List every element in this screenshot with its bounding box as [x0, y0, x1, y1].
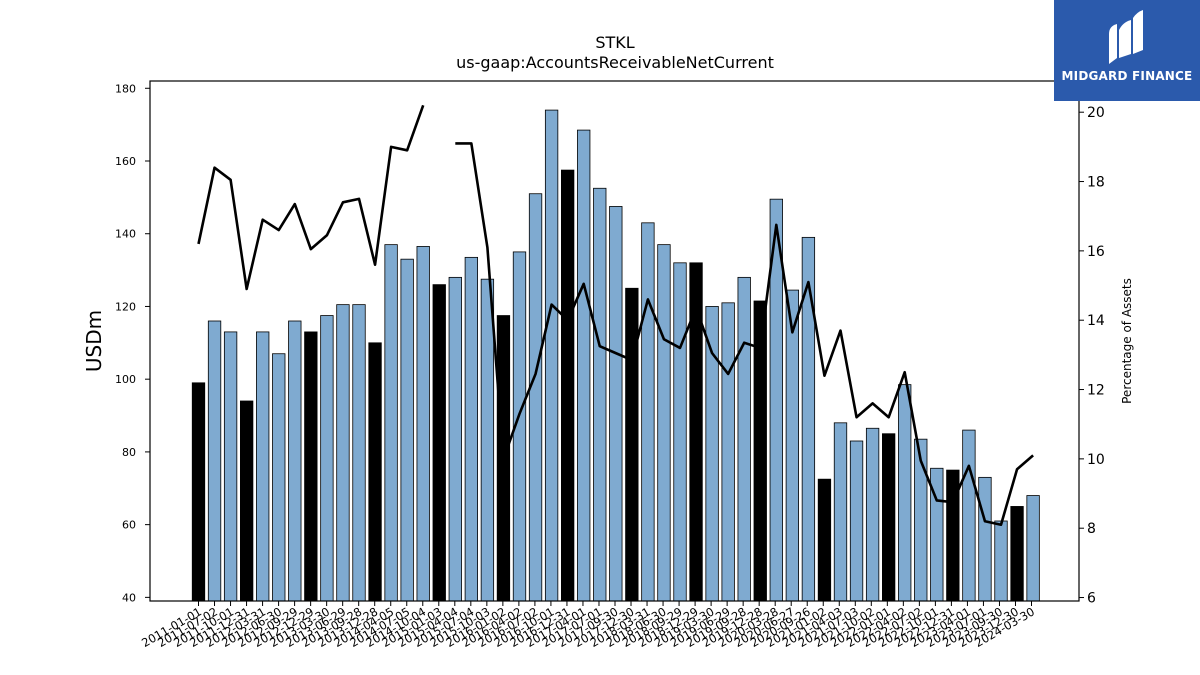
bar-2016-10-01 [561, 169, 575, 602]
chart-subtitle: us-gaap:AccountsReceivableNetCurrent [456, 53, 774, 72]
bar-2016-04-02 [528, 193, 543, 602]
bars-group [191, 109, 1040, 602]
bar-2017-12-30 [641, 222, 655, 602]
y-tick-label: 80 [122, 446, 136, 459]
bar-2012-03-31 [272, 353, 286, 602]
y2-tick-label: 18 [1087, 175, 1105, 191]
bar-2013-12-28 [384, 244, 398, 602]
bar-2016-12-31 [577, 129, 591, 602]
bar-2015-04-04 [464, 256, 479, 602]
y-tick-label: 40 [122, 591, 136, 604]
bar-2023-09-30 [1010, 506, 1024, 602]
bar-2016-07-02 [544, 109, 559, 602]
y2-tick-label: 20 [1087, 105, 1105, 121]
y2-axis-label: Percentage of Assets [1120, 278, 1134, 404]
bar-2015-01-03 [448, 276, 462, 602]
bar-2021-10-02 [882, 433, 896, 602]
bar-2011-04-02 [207, 320, 222, 602]
y-tick-label: 60 [122, 519, 136, 532]
bar-2023-12-30 [1026, 495, 1040, 602]
y-tick-label: 180 [115, 82, 136, 95]
x-axis: 2011-01-012011-07-022011-10-012011-12-31… [139, 601, 1037, 650]
midgard-logo-icon [1109, 10, 1143, 64]
bar-2017-07-01 [609, 206, 623, 602]
bar-2023-04-01 [978, 476, 992, 602]
bar-2013-06-29 [352, 304, 366, 602]
bar-2012-06-30 [288, 320, 302, 602]
y-tick-label: 160 [115, 155, 136, 168]
y2-tick-label: 16 [1087, 244, 1105, 260]
y-tick-label: 100 [115, 373, 136, 386]
bar-2023-07-01 [994, 520, 1008, 602]
bar-2012-12-29 [320, 315, 334, 602]
brand-logo: MIDGARD FINANCE [1054, 0, 1200, 101]
bar-2019-06-29 [737, 276, 751, 602]
bar-2022-12-31 [962, 429, 976, 602]
bar-2021-04-03 [849, 440, 864, 602]
bar-2011-12-31 [256, 331, 270, 602]
y2-tick-label: 10 [1087, 452, 1105, 468]
bar-2020-09-26 [817, 478, 832, 602]
logo-text: MIDGARD FINANCE [1061, 69, 1193, 83]
bar-2017-09-30 [625, 287, 639, 602]
y2-tick-label: 14 [1087, 313, 1105, 329]
y-axis-label: USDm [82, 310, 106, 372]
bar-2014-09-27 [432, 284, 446, 602]
y-axis: 40 60 80 100 120 140 160 180 [115, 82, 150, 604]
bar-2018-09-29 [689, 262, 703, 602]
bar-2019-03-30 [721, 302, 735, 602]
bar-2013-09-28 [368, 342, 382, 602]
bar-2013-03-30 [336, 304, 350, 602]
pct-assets-line [197, 104, 1034, 527]
y2-tick-label: 8 [1087, 521, 1096, 537]
bar-2018-03-31 [657, 244, 671, 602]
bar-2011-01-01 [191, 382, 206, 602]
bar-2015-07-04 [480, 278, 495, 602]
y-tick-label: 140 [115, 228, 136, 241]
bar-2014-06-28 [416, 246, 430, 602]
bar-2022-01-01 [898, 384, 912, 602]
bar-2014-03-29 [400, 258, 414, 602]
chart-title: STKL [595, 33, 634, 52]
bar-2021-07-03 [865, 427, 880, 602]
y-tick-label: 120 [115, 300, 136, 313]
y2-tick-label: 6 [1087, 591, 1096, 607]
y2-tick-label: 12 [1087, 383, 1105, 399]
bar-2011-10-01 [239, 400, 254, 602]
bar-2017-04-01 [593, 187, 607, 602]
bar-2021-01-02 [833, 422, 848, 602]
bar-2012-09-29 [304, 331, 318, 602]
bar-2011-07-02 [223, 331, 238, 602]
y2-axis: 6 8 10 12 14 16 18 20 [1079, 105, 1105, 607]
bar-2018-06-30 [673, 262, 687, 602]
line-group [197, 104, 1034, 527]
bar-2020-03-28 [785, 289, 799, 602]
